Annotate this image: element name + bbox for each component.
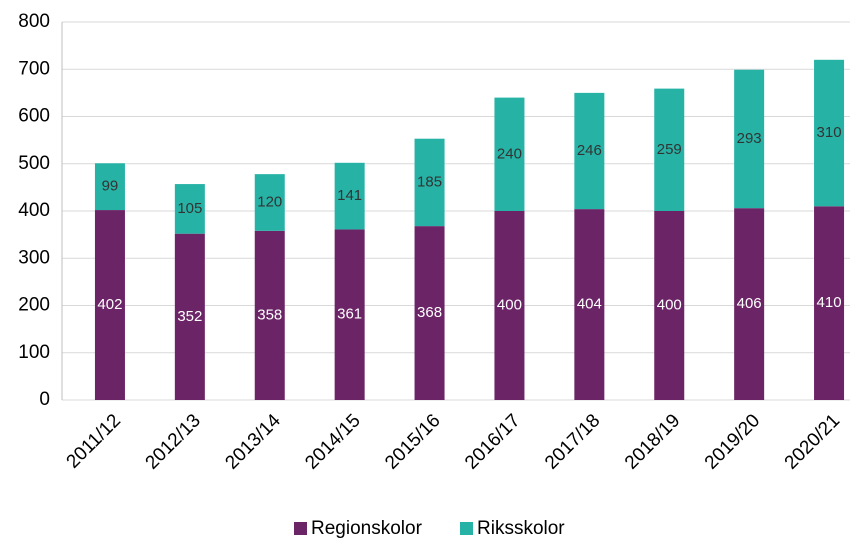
legend-label: Riksskolor (477, 518, 565, 539)
bar-segment (494, 211, 525, 400)
y-tick-label: 600 (18, 106, 50, 127)
legend-label: Regionskolor (311, 518, 423, 539)
x-tick-label: 2015/16 (381, 410, 444, 473)
x-tick-label: 2013/14 (221, 410, 285, 474)
y-tick-label: 200 (18, 295, 50, 316)
bar-segment (574, 92, 605, 210)
bar-segment (734, 69, 765, 209)
bar-segment (814, 59, 845, 207)
bar-segment (334, 162, 365, 230)
y-tick-label: 100 (18, 342, 50, 363)
data-label: 141 (337, 187, 362, 204)
data-label: 105 (177, 200, 202, 217)
bar-segment (654, 211, 685, 400)
bar-segment (94, 210, 125, 400)
data-label: 240 (497, 145, 522, 162)
data-label: 259 (657, 141, 682, 158)
bar-segment (494, 97, 525, 211)
x-tick-label: 2018/19 (621, 410, 684, 473)
bar-segment (254, 230, 285, 400)
data-label: 120 (257, 193, 282, 210)
x-tick-label: 2012/13 (142, 410, 205, 473)
bar-segment (94, 163, 125, 211)
data-label: 358 (257, 306, 282, 323)
data-label: 246 (577, 142, 602, 159)
data-label: 404 (577, 296, 602, 313)
y-tick-label: 800 (18, 11, 50, 32)
y-tick-label: 400 (18, 200, 50, 221)
bar-segment (174, 233, 205, 400)
bar-segment (174, 184, 205, 234)
data-label: 406 (737, 295, 762, 312)
bar-segment (334, 229, 365, 400)
bar-segment (574, 209, 605, 400)
data-label: 400 (497, 296, 522, 313)
legend-swatch (460, 522, 473, 535)
data-label: 361 (337, 306, 362, 323)
y-tick-label: 700 (18, 58, 50, 79)
data-label: 402 (97, 296, 122, 313)
x-tick-label: 2019/20 (701, 410, 764, 473)
data-label: 400 (657, 296, 682, 313)
bar-segment (654, 88, 685, 211)
data-label: 185 (417, 173, 442, 190)
data-label: 352 (177, 308, 202, 325)
x-tick-label: 2011/12 (63, 410, 125, 472)
x-tick-label: 2020/21 (781, 410, 844, 473)
x-tick-label: 2017/18 (541, 410, 604, 473)
bar-segment (734, 208, 765, 400)
data-label: 293 (737, 130, 762, 147)
data-label: 310 (817, 124, 842, 141)
data-label: 368 (417, 304, 442, 321)
bar-segment (414, 138, 445, 227)
data-label: 410 (817, 294, 842, 311)
y-tick-label: 500 (18, 153, 50, 174)
y-tick-label: 0 (39, 389, 50, 410)
bar-segment (814, 206, 845, 400)
bar-segment (414, 226, 445, 400)
x-tick-label: 2014/15 (301, 410, 364, 473)
data-label: 99 (102, 178, 119, 195)
y-tick-label: 300 (18, 247, 50, 268)
legend-swatch (294, 522, 307, 535)
x-tick-label: 2016/17 (461, 410, 524, 473)
bar-segment (254, 174, 285, 231)
